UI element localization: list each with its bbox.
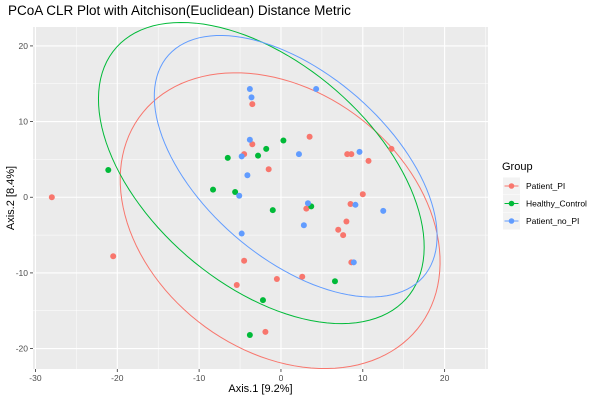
legend-key-marker <box>508 218 515 224</box>
legend-key-marker <box>508 200 515 207</box>
data-point <box>380 207 387 214</box>
data-point <box>335 226 342 233</box>
data-point <box>350 259 357 266</box>
data-point <box>246 86 253 93</box>
data-point <box>210 186 217 193</box>
legend-title: Group <box>502 161 533 173</box>
data-point <box>262 328 269 335</box>
data-point <box>304 200 311 207</box>
series-patient-no-pi <box>236 86 387 266</box>
y-axis-title: Axis.2 [8.4%] <box>5 166 17 230</box>
legend-item: Healthy_Control <box>503 195 587 212</box>
data-point <box>303 205 310 212</box>
data-point <box>359 191 366 198</box>
data-point <box>255 152 262 159</box>
data-point <box>356 148 363 155</box>
y-tick-label: 10 <box>19 117 29 127</box>
y-tick-label: 0 <box>23 192 28 202</box>
legend-label: Healthy_Control <box>526 199 587 209</box>
data-point <box>388 145 395 152</box>
data-point <box>269 207 276 214</box>
legend-item: Patient_no_PI <box>503 212 579 230</box>
x-axis: -30 -20 -10 0 10 20 <box>29 369 450 383</box>
x-tick-label: -10 <box>193 373 206 383</box>
data-point <box>331 278 338 285</box>
data-point <box>233 282 240 289</box>
data-point <box>224 154 231 161</box>
major-gridlines <box>33 27 488 369</box>
y-tick-label: 20 <box>19 41 29 51</box>
legend-item: Patient_PI <box>503 177 565 195</box>
legend-label: Patient_no_PI <box>526 216 579 226</box>
plot-panel <box>33 27 488 369</box>
legend: Group Patient_PI Healthy_Control Patient_n… <box>502 161 587 230</box>
data-point <box>232 188 239 195</box>
data-point <box>347 201 354 208</box>
y-axis: -20 -10 0 10 20 <box>16 41 33 354</box>
data-point <box>105 167 112 174</box>
data-point <box>238 153 245 160</box>
data-point <box>246 331 253 338</box>
x-tick-label: -20 <box>111 373 124 383</box>
data-point <box>299 273 306 280</box>
y-tick-label: -10 <box>16 268 29 278</box>
data-point <box>48 194 55 201</box>
data-point <box>249 101 256 108</box>
data-point <box>343 218 350 225</box>
point-layer <box>48 86 395 338</box>
data-point <box>236 192 243 199</box>
y-tick-label: -20 <box>16 344 29 354</box>
data-point <box>313 86 320 93</box>
data-point <box>365 157 372 164</box>
data-point <box>280 137 287 144</box>
chart-title: PCoA CLR Plot with Aitchison(Euclidean) … <box>8 3 351 18</box>
data-point <box>340 232 347 239</box>
data-point <box>273 275 280 282</box>
data-point <box>265 166 272 173</box>
legend-label: Patient_PI <box>526 181 565 191</box>
data-point <box>300 222 307 229</box>
data-point <box>246 136 253 143</box>
data-point <box>259 297 266 304</box>
x-tick-label: 20 <box>440 373 450 383</box>
data-point <box>306 133 313 140</box>
ellipse-patient-no-pi <box>153 34 438 298</box>
x-tick-label: 10 <box>358 373 368 383</box>
data-point <box>348 151 355 158</box>
data-point <box>295 151 302 158</box>
ellipse-healthy-control <box>97 21 425 325</box>
data-point <box>263 145 270 152</box>
x-axis-title: Axis.1 [9.2%] <box>228 383 292 395</box>
data-point <box>248 94 255 101</box>
data-point <box>238 230 245 237</box>
x-tick-label: 0 <box>279 373 284 383</box>
data-point <box>352 201 359 208</box>
series-patient-pi <box>48 101 395 335</box>
ellipse-layer <box>97 21 441 370</box>
data-point <box>241 257 248 264</box>
data-point <box>249 141 256 148</box>
data-point <box>110 253 117 260</box>
ellipse-patient-pi <box>119 72 441 370</box>
x-tick-label: -30 <box>29 373 42 383</box>
data-point <box>244 172 251 179</box>
legend-key-marker <box>508 183 515 189</box>
